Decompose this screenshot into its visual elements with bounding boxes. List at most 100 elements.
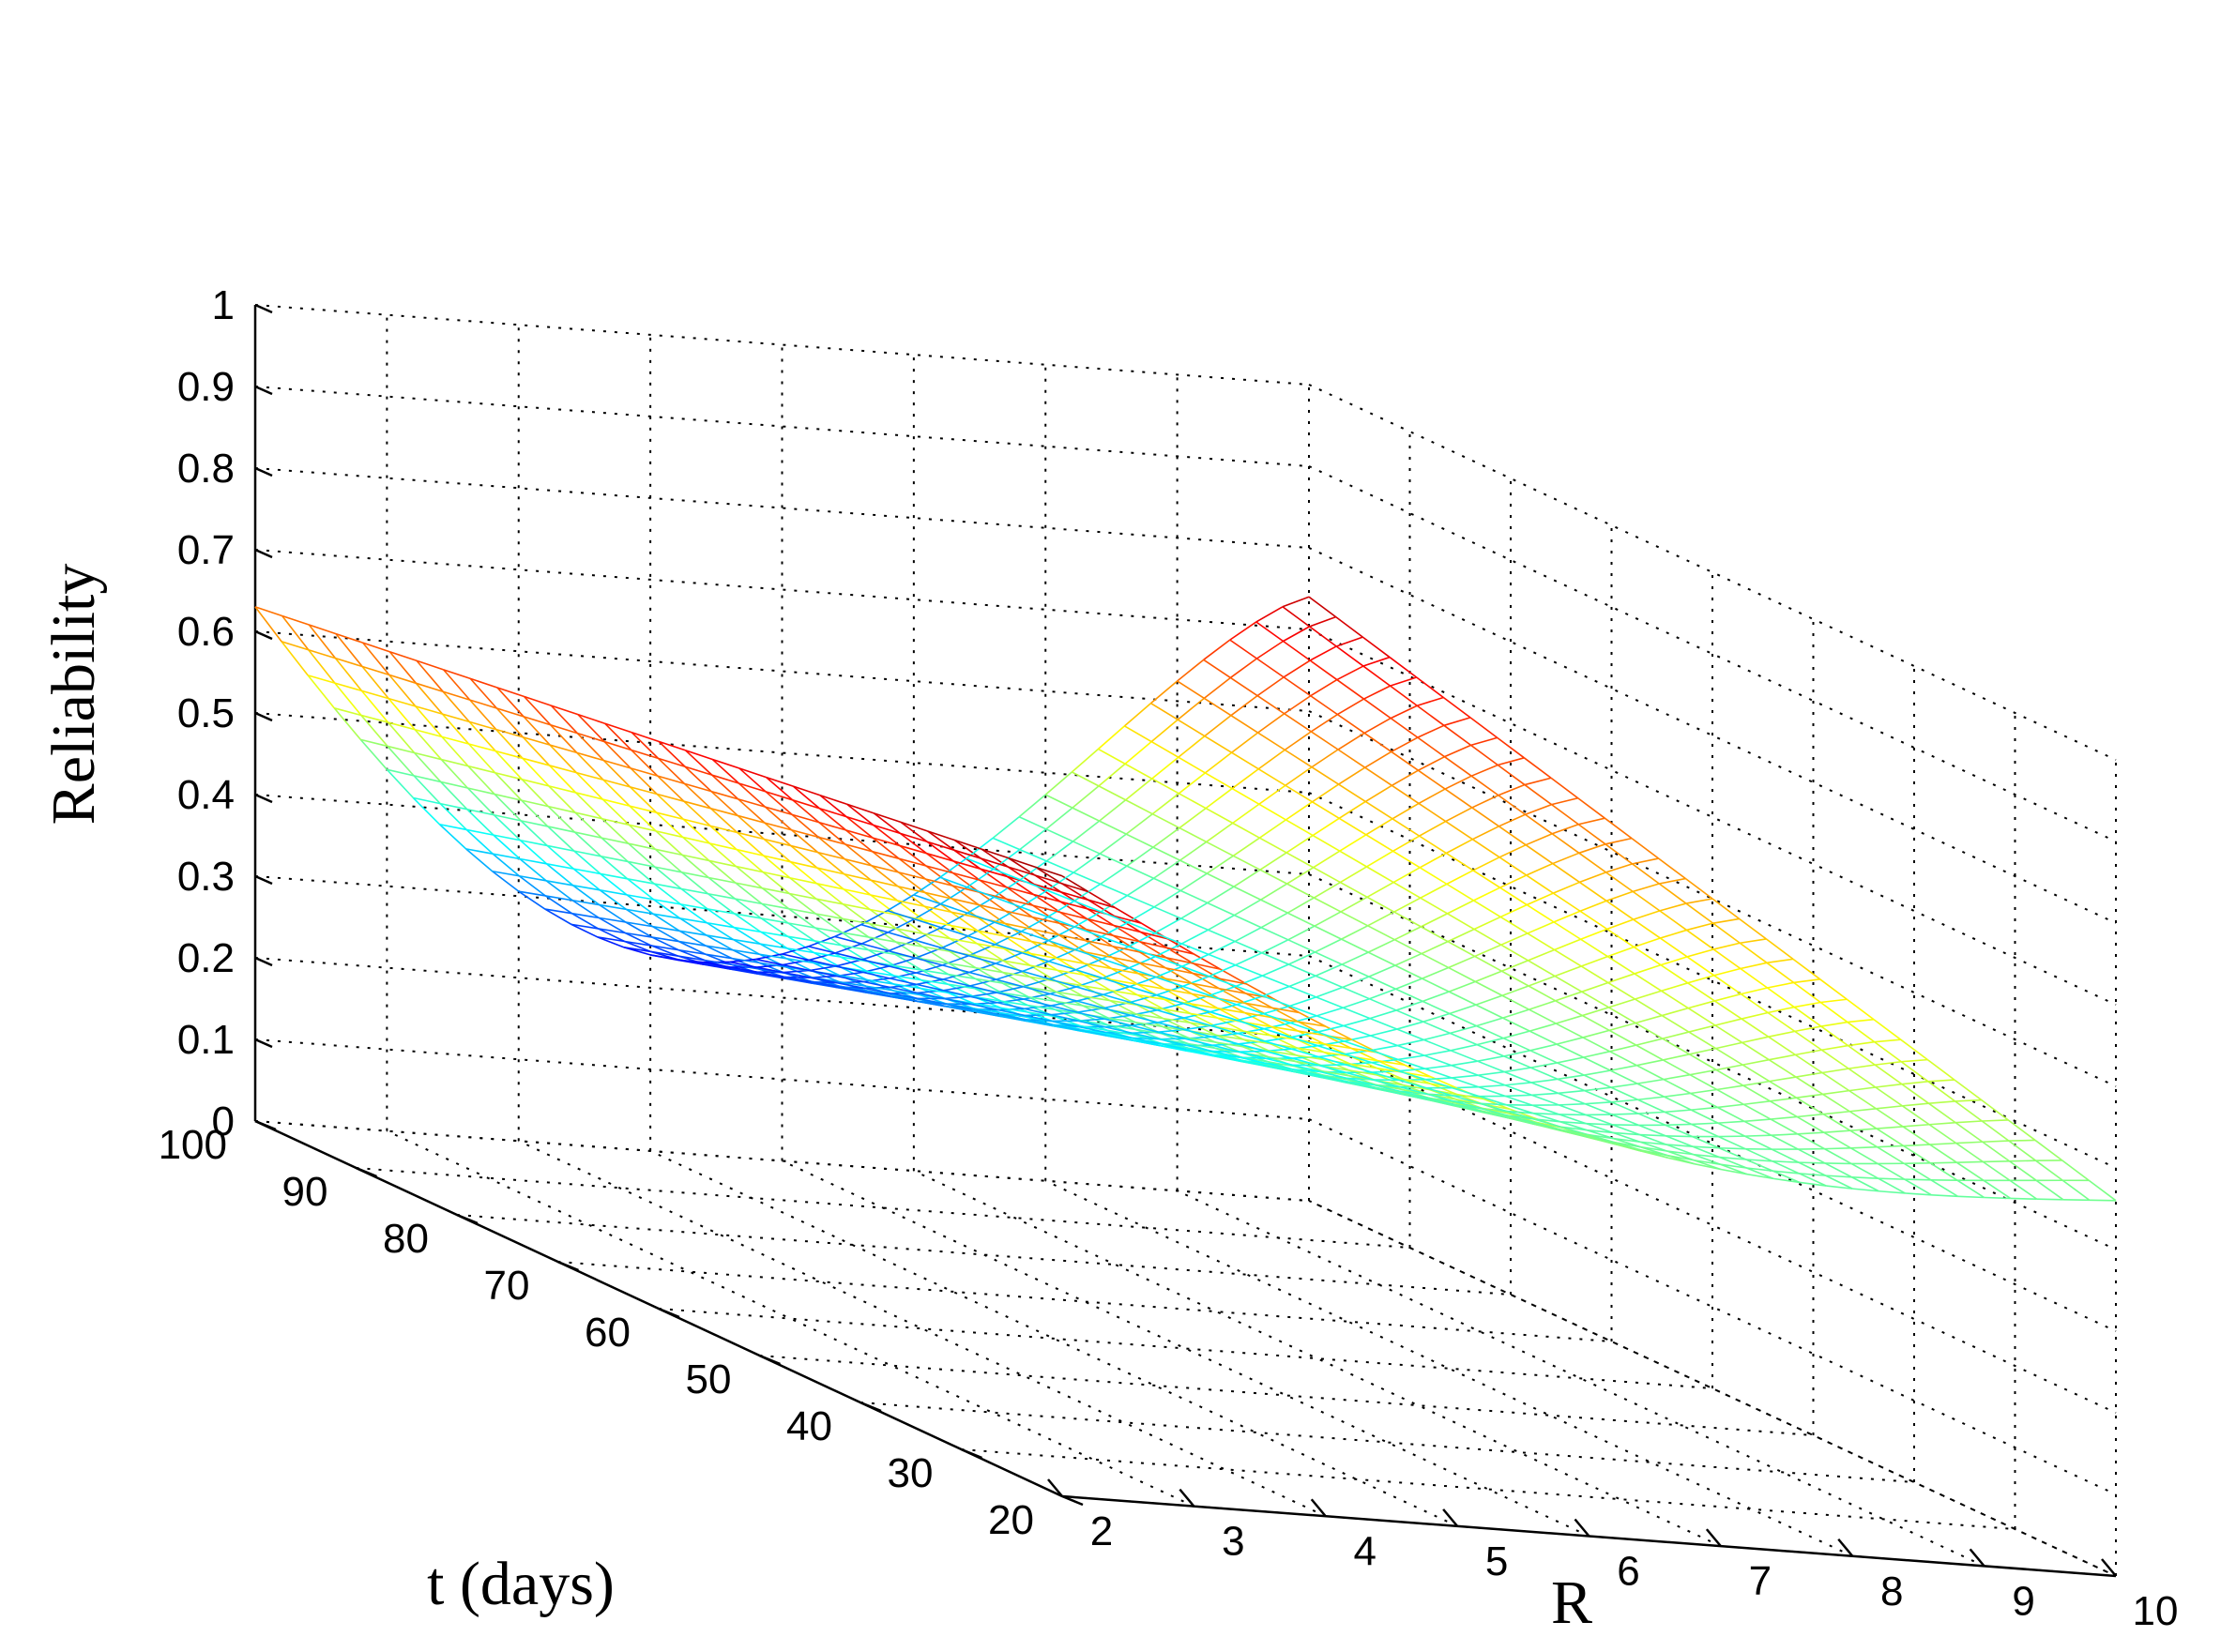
mesh-segment — [1235, 952, 1263, 966]
mesh-segment — [441, 713, 470, 745]
mesh-segment — [1179, 859, 1208, 874]
mesh-segment — [1108, 1017, 1136, 1023]
mesh-segment — [1316, 986, 1344, 998]
z-tick-label: 0.2 — [177, 935, 235, 981]
mesh-segment — [629, 824, 657, 832]
mesh-segment — [1292, 1068, 1321, 1077]
mesh-segment — [1742, 1036, 1769, 1044]
mesh-segment — [1715, 1047, 1743, 1066]
mesh-segment — [681, 854, 709, 862]
mesh-segment — [1229, 621, 1257, 641]
mesh-segment — [546, 863, 574, 870]
mesh-segment — [951, 911, 979, 919]
mesh-segment — [1284, 695, 1312, 715]
mesh-segment — [1582, 1037, 1611, 1053]
mesh-segment — [1559, 1102, 1586, 1106]
mesh-segment — [1048, 960, 1076, 971]
mesh-segment — [1501, 970, 1529, 987]
mesh-segment — [1904, 1178, 1932, 1196]
mesh-segment — [573, 831, 602, 857]
mesh-segment — [1664, 1092, 1691, 1098]
mesh-segment — [1338, 766, 1366, 785]
mesh-segment — [1001, 992, 1029, 998]
mesh-segment — [926, 853, 954, 874]
mesh-segment — [1499, 874, 1528, 888]
mesh-segment — [1447, 900, 1474, 915]
mesh-segment — [953, 849, 981, 870]
mesh-segment — [1045, 828, 1073, 842]
mesh-segment — [1848, 1089, 1877, 1110]
mesh-segment — [652, 913, 680, 932]
mesh-segment — [522, 757, 550, 766]
mesh-segment — [438, 824, 467, 850]
mesh-segment — [1072, 841, 1101, 855]
mesh-segment — [951, 924, 979, 932]
mesh-segment — [1794, 1030, 1822, 1051]
mesh-segment — [1288, 975, 1316, 988]
mesh-segment — [1021, 939, 1049, 954]
mesh-segment — [951, 898, 980, 906]
mesh-segment — [1309, 645, 1337, 661]
mesh-segment — [834, 935, 862, 945]
mesh-segment — [1291, 1048, 1319, 1058]
mesh-segment — [1690, 1088, 1717, 1095]
mesh-segment — [1821, 1071, 1850, 1092]
mesh-segment — [760, 943, 787, 949]
mesh-segment — [655, 830, 683, 839]
mesh-segment — [1821, 1068, 1849, 1074]
mesh-segment — [1231, 751, 1259, 770]
mesh-segment — [1929, 1121, 1956, 1126]
mesh-segment — [1660, 929, 1687, 939]
mesh-segment — [1613, 1131, 1640, 1136]
mesh-segment — [494, 813, 522, 822]
mesh-segment — [1930, 1161, 1957, 1164]
mesh-segment — [1403, 1084, 1431, 1091]
mesh-segment — [816, 867, 844, 875]
mesh-segment — [1230, 694, 1258, 717]
z-tick-label: 1 — [212, 282, 235, 328]
mesh-segment — [941, 947, 969, 957]
mesh-segment — [362, 642, 390, 675]
mesh-segment — [836, 981, 864, 990]
mesh-segment — [1422, 1000, 1451, 1015]
mesh-segment — [1343, 1017, 1371, 1027]
mesh-segment — [1529, 1050, 1558, 1064]
mesh-segment — [1633, 910, 1661, 920]
mesh-segment — [1551, 823, 1579, 835]
mesh-segment — [733, 926, 761, 933]
mesh-segment — [1799, 1173, 1827, 1187]
mesh-segment — [466, 809, 494, 836]
mesh-segment — [1686, 948, 1714, 958]
mesh-segment — [809, 965, 836, 972]
mesh-segment — [1526, 892, 1554, 906]
mesh-segment — [519, 874, 547, 882]
mesh-segment — [1739, 942, 1768, 963]
mesh-segment — [1184, 1038, 1212, 1046]
mesh-segment — [992, 816, 1020, 840]
mesh-segment — [1826, 1185, 1853, 1190]
mesh-segment — [1448, 955, 1476, 969]
mesh-segment — [1577, 824, 1606, 845]
mesh-segment — [1528, 985, 1557, 1002]
mesh-segment — [707, 921, 735, 929]
mesh-segment — [1426, 1093, 1454, 1102]
mesh-segment — [1613, 1137, 1640, 1144]
mesh-segment — [712, 758, 740, 769]
mesh-segment — [1044, 794, 1073, 809]
mesh-segment — [1134, 1028, 1163, 1035]
r-tick-label: 3 — [1222, 1519, 1244, 1565]
mesh-segment — [571, 912, 600, 919]
mesh-segment — [677, 959, 705, 965]
mesh-segment — [819, 795, 847, 818]
mesh-segment — [631, 732, 659, 759]
mesh-segment — [1262, 963, 1289, 977]
mesh-segment — [654, 848, 683, 873]
mesh-segment — [308, 648, 336, 659]
mesh-segment — [954, 839, 982, 850]
mesh-segment — [890, 986, 918, 994]
mesh-segment — [1769, 1076, 1797, 1083]
mesh-segment — [895, 928, 923, 947]
mesh-segment — [1137, 973, 1165, 991]
mesh-segment — [996, 998, 1025, 1004]
mesh-segment — [1164, 998, 1192, 1015]
